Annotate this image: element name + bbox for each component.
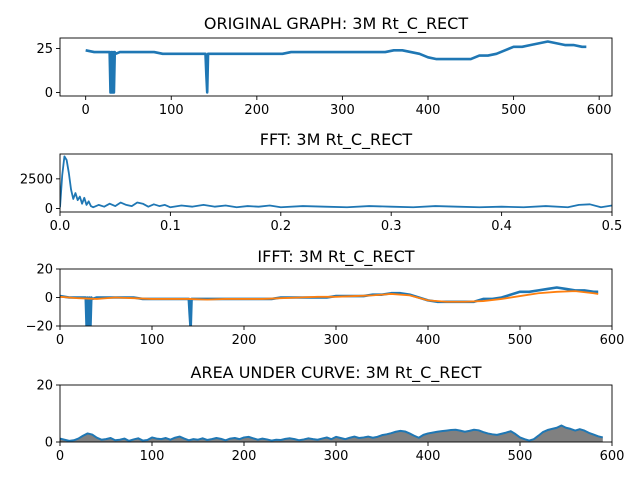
subplot-2: FFT: 3M Rt_C_RECT 0.0 0.1 0.2 0.3 0.4 0.5 0 2500 [20, 130, 622, 234]
x-tick-label: 100 [140, 449, 165, 464]
y-tick-label: −20 [26, 320, 53, 335]
axes-frame [59, 37, 613, 97]
y-tick-label: 0 [45, 436, 53, 451]
subplot-1: ORIGINAL GRAPH: 3M Rt_C_RECT 0 100 200 300 40… [36, 14, 613, 118]
y-tick-label: 2500 [20, 172, 53, 187]
x-tick-label: 300 [324, 333, 349, 348]
plot-area [60, 155, 612, 209]
x-tick-label: 400 [416, 333, 441, 348]
subplot-title: FFT: 3M Rt_C_RECT [260, 130, 413, 150]
area-outline [60, 424, 604, 442]
x-tick-label: 0 [56, 449, 64, 464]
subplot-title: IFFT: 3M Rt_C_RECT [257, 247, 414, 267]
data-line [85, 40, 587, 94]
area-fill [60, 425, 603, 442]
x-tick-label: 200 [232, 449, 257, 464]
data-line [60, 155, 612, 209]
axes-frame [59, 153, 613, 213]
plot-area [60, 286, 599, 326]
x-tick-label: 600 [600, 449, 625, 464]
plot-area [60, 424, 604, 442]
x-tick-label: 0.5 [602, 219, 623, 234]
x-tick-label: 100 [159, 103, 184, 118]
x-tick-label: 0.4 [491, 219, 512, 234]
x-tick-label: 100 [140, 333, 165, 348]
x-tick-label: 600 [600, 333, 625, 348]
subplot-title: ORIGINAL GRAPH: 3M Rt_C_RECT [204, 14, 468, 34]
x-tick-label: 300 [330, 103, 355, 118]
x-tick-label: 600 [587, 103, 612, 118]
data-line [60, 286, 599, 326]
x-tick-label: 0.3 [381, 219, 402, 234]
x-tick-label: 0 [82, 103, 90, 118]
axes-frame [59, 384, 613, 443]
x-tick-label: 400 [416, 103, 441, 118]
x-tick-label: 0.0 [50, 219, 71, 234]
y-tick-label: 25 [36, 42, 53, 57]
subplot-title: AREA UNDER CURVE: 3M Rt_C_RECT [191, 363, 482, 383]
x-tick-label: 0.1 [160, 219, 181, 234]
x-tick-label: 400 [416, 449, 441, 464]
smoothed-line [60, 290, 599, 303]
x-tick-label: 200 [244, 103, 269, 118]
x-tick-label: 500 [508, 333, 533, 348]
x-tick-label: 500 [508, 449, 533, 464]
x-tick-label: 0 [56, 333, 64, 348]
y-tick-label: 0 [45, 86, 53, 101]
y-tick-label: 20 [36, 263, 53, 278]
x-tick-label: 0.2 [270, 219, 291, 234]
x-tick-label: 300 [324, 449, 349, 464]
x-tick-label: 500 [501, 103, 526, 118]
y-tick-label: 0 [45, 202, 53, 217]
y-tick-label: 20 [36, 379, 53, 394]
plot-area [85, 40, 587, 94]
x-tick-label: 200 [232, 333, 257, 348]
y-tick-label: 0 [45, 291, 53, 306]
